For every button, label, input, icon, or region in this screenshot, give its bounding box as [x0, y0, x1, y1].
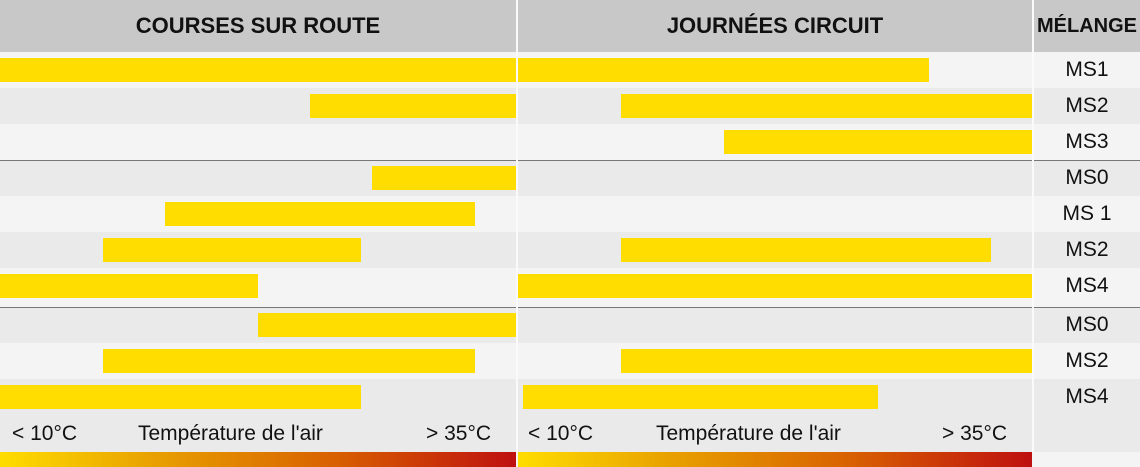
mix-label: MS0 [1065, 166, 1109, 189]
table-row [0, 160, 1140, 196]
column-divider [516, 0, 518, 452]
road-temperature-bar [0, 58, 516, 82]
circuit-temperature-bar [518, 274, 1032, 298]
footer-circuit: < 10°C Température de l'air > 35°C [518, 418, 1032, 452]
road-temperature-bar [258, 313, 516, 337]
mix-label: MS3 [1065, 130, 1109, 153]
min-temp-label: < 10°C [528, 422, 594, 445]
circuit-temperature-bar [523, 385, 878, 409]
max-temp-label: > 35°C [426, 422, 492, 445]
table-row [0, 307, 1140, 343]
mix-label: MS2 [1065, 94, 1109, 117]
temperature-gradient [518, 452, 1032, 467]
road-temperature-bar [103, 349, 475, 373]
mix-label: MS4 [1065, 385, 1109, 408]
road-temperature-bar [165, 202, 475, 226]
mix-label: MS1 [1065, 58, 1109, 81]
header-mix: MÉLANGE [1034, 0, 1140, 52]
mix-label: MS0 [1065, 313, 1109, 336]
footer-blank [1034, 418, 1140, 452]
axis-label: Température de l'air [656, 422, 841, 445]
temperature-gradient [0, 452, 516, 467]
road-temperature-bar [103, 238, 362, 262]
header-circuit: JOURNÉES CIRCUIT [518, 0, 1032, 52]
road-temperature-bar [0, 385, 362, 409]
mix-label: MS4 [1065, 274, 1109, 297]
group-divider [0, 307, 1140, 308]
group-divider [0, 160, 1140, 161]
header-road: COURSES SUR ROUTE [0, 0, 516, 52]
circuit-temperature-bar [518, 58, 930, 82]
road-temperature-bar [0, 274, 258, 298]
column-divider [1032, 0, 1034, 452]
mix-label: MS2 [1065, 349, 1109, 372]
road-temperature-bar [371, 166, 516, 190]
mix-label: MS 1 [1062, 202, 1112, 225]
max-temp-label: > 35°C [942, 422, 1008, 445]
footer-road: < 10°C Température de l'air > 35°C [0, 418, 516, 452]
circuit-temperature-bar [620, 94, 1032, 118]
circuit-temperature-bar [620, 349, 1032, 373]
circuit-temperature-bar [723, 130, 1032, 154]
min-temp-label: < 10°C [12, 422, 78, 445]
axis-label: Température de l'air [138, 422, 323, 445]
mix-label: MS2 [1065, 238, 1109, 261]
circuit-temperature-bar [620, 238, 991, 262]
road-temperature-bar [309, 94, 516, 118]
